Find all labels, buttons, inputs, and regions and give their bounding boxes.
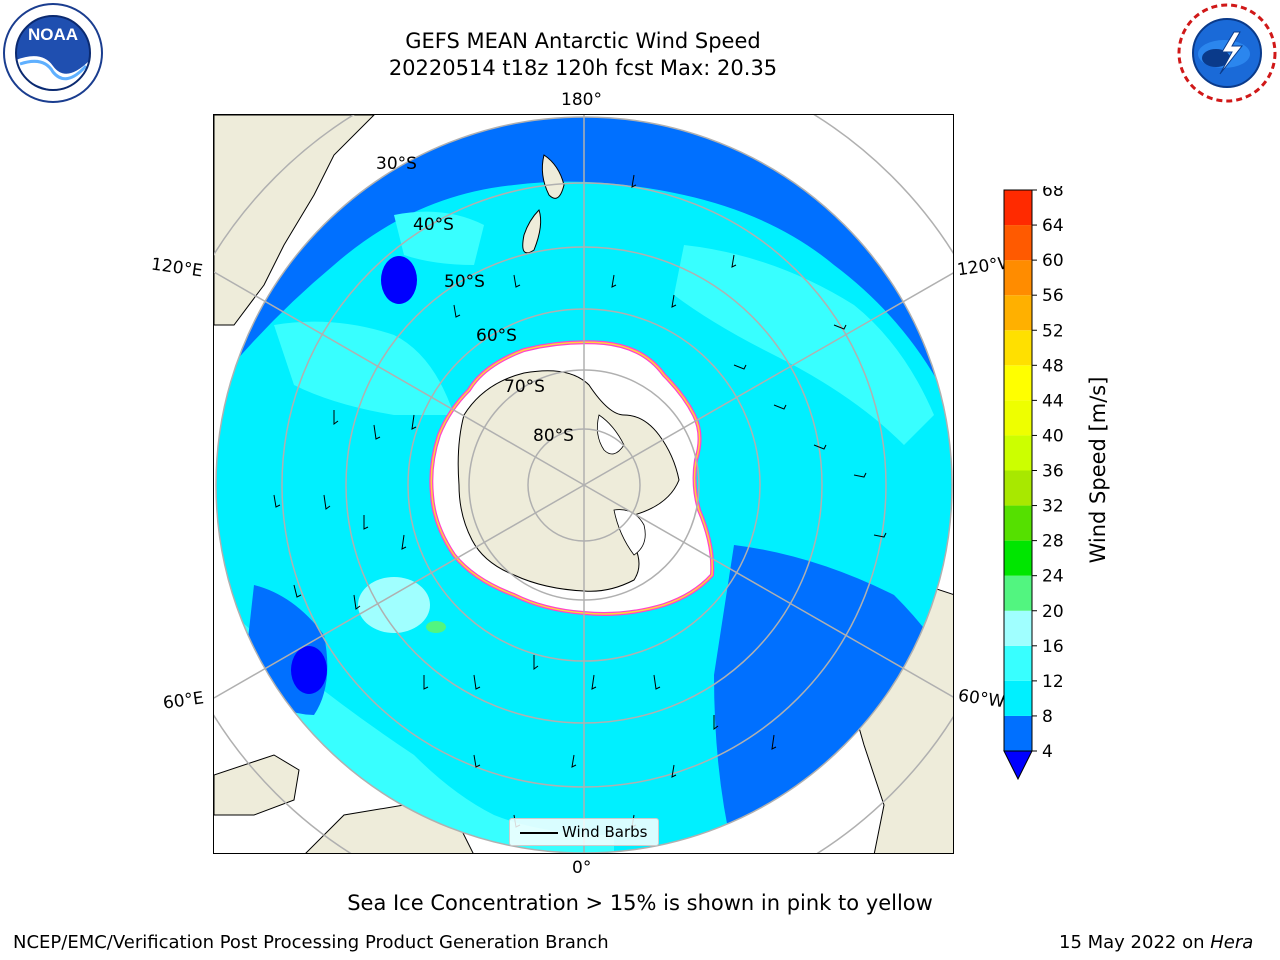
colorbar-tick-label: 44 (1042, 391, 1064, 411)
new-zealand (522, 154, 565, 254)
colorbar-segment (1004, 540, 1032, 576)
colorbar-tick-label: 60 (1042, 251, 1064, 271)
colorbar-tick-label: 32 (1042, 497, 1064, 517)
wind-band-12-16-c (674, 245, 934, 445)
colorbar-segment (1004, 190, 1032, 226)
colorbar-segment (1004, 330, 1032, 366)
colorbar-tick-label: 48 (1042, 356, 1064, 376)
colorbar-tick-label: 56 (1042, 286, 1064, 306)
lon-label-0: 0° (572, 858, 592, 878)
wind-max-patch-west (291, 646, 327, 694)
colorbar-tick-label: 64 (1042, 216, 1064, 236)
legend-label: Wind Barbs (562, 823, 648, 841)
lat-label-40s: 40°S (413, 215, 454, 235)
colorbar-segment (1004, 225, 1032, 261)
colorbar-segment (1004, 260, 1032, 296)
colorbar-segment (1004, 610, 1032, 646)
colorbar-segment (1004, 505, 1032, 541)
colorbar-tick-label: 16 (1042, 637, 1064, 657)
colorbar-extend-arrow (1003, 750, 1033, 781)
colorbar-segment (1004, 295, 1032, 331)
colorbar-segment (1004, 715, 1032, 751)
colorbar: 4 8 12 16 20 24 28 32 36 40 44 48 52 56 60 64 68 (1000, 181, 1140, 786)
colorbar-segment (1004, 365, 1032, 401)
lat-label-80s: 80°S (533, 426, 574, 446)
map-legend: Wind Barbs (509, 818, 659, 846)
lat-label-60s: 60°S (476, 326, 517, 346)
lon-label-180: 180° (561, 90, 602, 110)
colorbar-tick-label: 52 (1042, 321, 1064, 341)
svg-text:NOAA: NOAA (28, 25, 78, 44)
wind-band-20-24 (426, 621, 446, 633)
footer-date-text: 15 May 2022 on (1059, 932, 1211, 953)
wind-band-4-8 (216, 117, 952, 415)
polar-map: 30°S 40°S 50°S 60°S 70°S 80°S (214, 115, 953, 853)
colorbar-tick-label: 12 (1042, 672, 1064, 692)
lat-label-30s: 30°S (376, 154, 417, 174)
footer-date: 15 May 2022 on Hera (1059, 932, 1253, 953)
colorbar-segment (1004, 400, 1032, 436)
colorbar-tick-label: 20 (1042, 602, 1064, 622)
lat-label-50s: 50°S (444, 272, 485, 292)
footer-branch: NCEP/EMC/Verification Post Processing Pr… (13, 932, 609, 953)
colorbar-tick-label: 36 (1042, 462, 1064, 482)
colorbar-tick-label: 28 (1042, 532, 1064, 552)
colorbar-tick-label: 40 (1042, 426, 1064, 446)
lon-label-60w: 60°W (956, 685, 1006, 713)
wind-band-12-16-b (274, 321, 454, 415)
footer-machine: Hera (1210, 932, 1254, 953)
meridians (214, 115, 953, 853)
chart-title: GEFS MEAN Antarctic Wind Speed (405, 29, 761, 53)
lon-label-60e: 60°E (161, 688, 206, 714)
colorbar-tick-label: 4 (1042, 742, 1053, 762)
colorbar-segment (1004, 470, 1032, 506)
ross-ice-shelf (596, 414, 625, 455)
colorbar-label: Wind Speed [m/s] (1086, 376, 1110, 564)
colorbar-segment (1004, 435, 1032, 471)
latitude-labels: 30°S 40°S 50°S 60°S 70°S 80°S (376, 154, 574, 446)
colorbar-segment (1004, 645, 1032, 681)
colorbar-tick-label: 8 (1042, 707, 1053, 727)
map-frame: 30°S 40°S 50°S 60°S 70°S 80°S (213, 114, 954, 854)
sea-ice-caption: Sea Ice Concentration > 15% is shown in … (347, 891, 933, 915)
wind-max-patch-north (381, 256, 417, 304)
nws-logo (1176, 2, 1278, 104)
lon-label-120e: 120°E (149, 254, 204, 282)
colorbar-segment (1004, 680, 1032, 716)
legend-line-swatch (520, 832, 558, 834)
noaa-logo: NOAA (2, 2, 104, 104)
colorbar-segment (1004, 575, 1032, 611)
sea-ice-edge (430, 341, 713, 615)
wind-band-16-20 (358, 577, 430, 633)
chart-subtitle: 20220514 t18z 120h fcst Max: 20.35 (388, 56, 778, 80)
colorbar-tick-label: 24 (1042, 567, 1064, 587)
wind-band-12-16-d (394, 211, 484, 265)
lat-label-70s: 70°S (504, 377, 545, 397)
colorbar-tick-label: 68 (1042, 186, 1064, 201)
